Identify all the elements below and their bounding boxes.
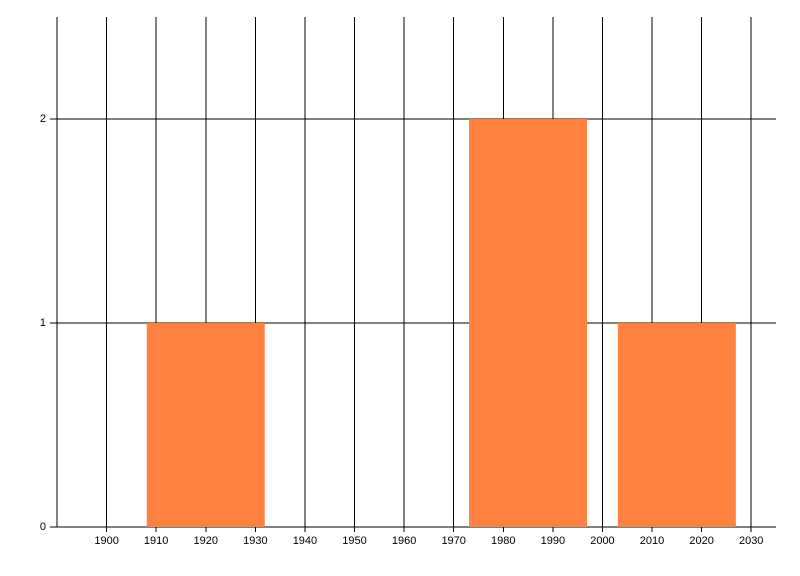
x-tick-label: 1910 xyxy=(144,535,168,547)
x-tick-label: 1930 xyxy=(243,535,267,547)
x-tick-label: 1980 xyxy=(491,535,515,547)
x-tick-label: 2020 xyxy=(689,535,713,547)
x-tick-label: 1990 xyxy=(541,535,565,547)
bar xyxy=(146,323,265,527)
x-tick-label: 1900 xyxy=(94,535,118,547)
y-tick-label: 0 xyxy=(40,521,46,533)
x-tick-label: 1920 xyxy=(194,535,218,547)
x-tick-label: 2000 xyxy=(590,535,614,547)
x-tick-label: 1960 xyxy=(392,535,416,547)
bar xyxy=(617,323,736,527)
x-tick-label: 2030 xyxy=(739,535,763,547)
x-tick-label: 1950 xyxy=(342,535,366,547)
y-tick-label: 2 xyxy=(40,113,46,125)
y-tick-label: 1 xyxy=(40,317,46,329)
x-tick-label: 1940 xyxy=(293,535,317,547)
x-tick-label: 1970 xyxy=(441,535,465,547)
x-tick-label: 2010 xyxy=(640,535,664,547)
bar xyxy=(469,119,588,527)
